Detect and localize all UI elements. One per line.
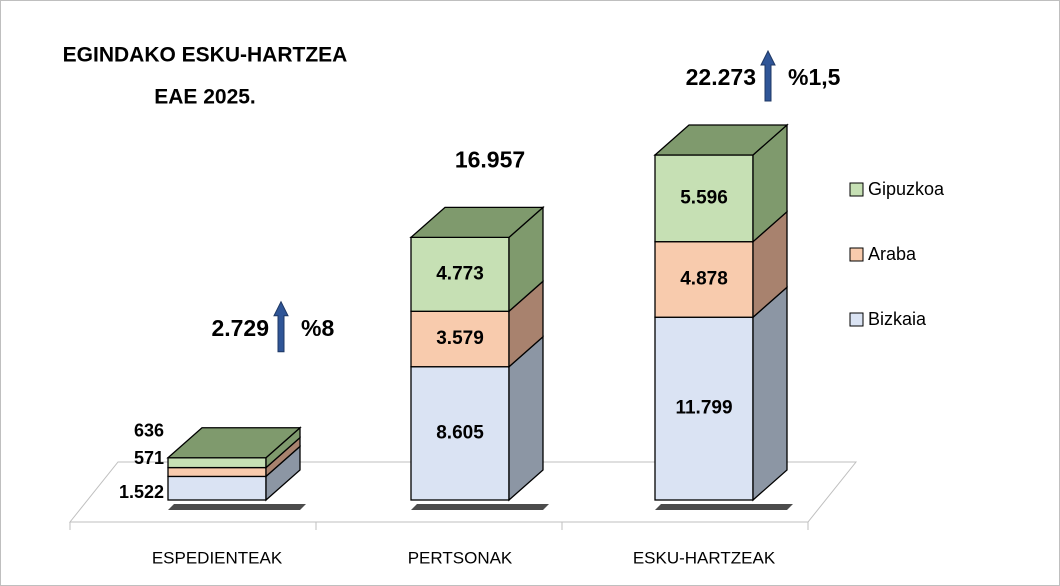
total-label: 2.729 [211, 315, 269, 341]
legend-label: Gipuzkoa [868, 179, 945, 199]
legend-label: Araba [868, 244, 917, 264]
chart-title: EGINDAKO ESKU-HARTZEA [63, 44, 348, 67]
bar-top [166, 427, 302, 459]
bar-front [167, 457, 267, 469]
data-label: 4.878 [680, 268, 728, 289]
bar-front [654, 154, 754, 243]
bar-side [752, 285, 788, 502]
legend-swatch [849, 182, 864, 197]
up-arrow [760, 49, 776, 102]
data-label: 5.596 [680, 187, 728, 208]
legend-swatch [849, 312, 864, 327]
data-label: 4.773 [436, 263, 484, 284]
bar-top [653, 124, 789, 156]
bar-shadow [168, 504, 306, 510]
data-label: 636 [134, 420, 164, 440]
change-label: %1,5 [788, 64, 841, 90]
data-label: 571 [134, 448, 164, 468]
x-tick-label: ESKU-HARTZEAK [633, 548, 776, 567]
bar-front [654, 241, 754, 318]
data-label: 11.799 [675, 398, 732, 419]
bar-front [167, 466, 267, 478]
x-tick-label: PERTSONAK [408, 548, 513, 567]
bar-front [410, 236, 510, 312]
change-label: %8 [301, 315, 334, 341]
data-label: 3.579 [436, 328, 484, 349]
bar-front [654, 316, 754, 501]
bar-front [167, 475, 267, 501]
total-label: 22.273 [686, 64, 756, 90]
bar-shadow [411, 504, 549, 510]
bar-front [410, 366, 510, 501]
x-tick-label: ESPEDIENTEAK [152, 548, 283, 567]
bar-top [409, 206, 545, 238]
data-label: 1.522 [119, 482, 164, 502]
total-label: 16.957 [455, 146, 525, 172]
bar-shadow [655, 504, 793, 510]
chart-title: EAE 2025. [154, 86, 256, 109]
legend-label: Bizkaia [868, 309, 927, 329]
data-label: 8.605 [436, 422, 484, 443]
legend-swatch [849, 247, 864, 262]
up-arrow [273, 300, 289, 353]
